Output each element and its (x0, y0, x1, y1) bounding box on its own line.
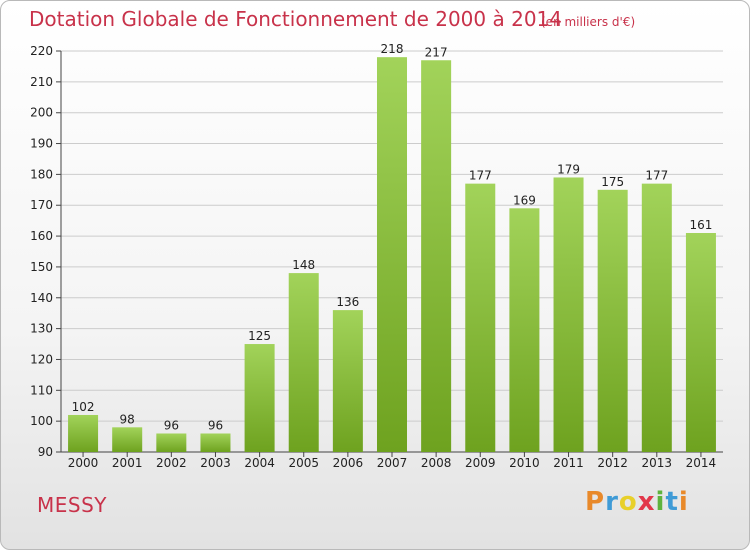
bar-2013 (641, 183, 672, 452)
x-tick-label: 2013 (642, 456, 673, 470)
bars (68, 57, 716, 453)
axes: 9010011012013014015016017018019020021022… (30, 44, 723, 470)
y-tick-label: 120 (30, 352, 53, 366)
y-tick-label: 170 (30, 198, 53, 212)
data-label-2005: 148 (292, 258, 315, 272)
logo-letter: i (655, 487, 666, 517)
logo-letter: x (637, 487, 656, 517)
x-tick-label: 2002 (156, 456, 187, 470)
y-tick-label: 150 (30, 260, 53, 274)
logo-letter: t (665, 487, 679, 517)
data-label-2011: 179 (557, 162, 580, 176)
y-tick-label: 100 (30, 414, 53, 428)
x-tick-label: 2007 (377, 456, 408, 470)
x-tick-label: 2008 (421, 456, 452, 470)
y-tick-label: 210 (30, 75, 53, 89)
x-tick-label: 2009 (465, 456, 496, 470)
bar-2014 (685, 232, 716, 452)
x-tick-label: 2010 (509, 456, 540, 470)
y-tick-label: 190 (30, 137, 53, 151)
bar-2011 (553, 177, 584, 452)
y-tick-label: 220 (30, 44, 53, 58)
x-tick-label: 2005 (288, 456, 319, 470)
data-label-2013: 177 (645, 169, 668, 183)
logo-letter: r (605, 487, 619, 517)
x-tick-label: 2011 (553, 456, 584, 470)
x-tick-label: 2000 (68, 456, 99, 470)
chart-subtitle: (en milliers d'€) (541, 15, 636, 29)
x-tick-label: 2014 (686, 456, 717, 470)
proxiti-logo: Proxiti (585, 487, 689, 517)
data-label-2010: 169 (513, 193, 536, 207)
y-tick-label: 200 (30, 106, 53, 120)
data-label-2006: 136 (336, 295, 359, 309)
y-tick-label: 140 (30, 291, 53, 305)
bar-2009 (465, 183, 496, 452)
y-tick-label: 90 (38, 445, 53, 459)
logo-letter: i (678, 487, 689, 517)
data-label-2000: 102 (72, 400, 95, 414)
data-label-2012: 175 (601, 175, 624, 189)
y-tick-label: 130 (30, 322, 53, 336)
data-label-2001: 98 (120, 412, 135, 426)
bar-2001 (112, 427, 143, 452)
logo-letter: P (585, 487, 606, 517)
data-label-2007: 218 (381, 42, 404, 56)
commune-name: MESSY (37, 493, 107, 517)
bar-2012 (597, 189, 628, 453)
x-tick-label: 2012 (597, 456, 628, 470)
bar-2010 (509, 208, 540, 452)
x-tick-label: 2006 (333, 456, 364, 470)
data-label-2008: 217 (425, 45, 448, 59)
data-label-2009: 177 (469, 169, 492, 183)
bar-2004 (244, 344, 275, 452)
bar-2000 (68, 414, 99, 452)
data-label-2014: 161 (689, 218, 712, 232)
bar-2006 (332, 310, 363, 452)
data-label-2002: 96 (164, 418, 179, 432)
bar-2007 (376, 57, 408, 453)
data-labels: 102 98 96 96 125 148 136 218 217 177 169 179 175 177 1… (72, 42, 713, 432)
logo-letter: o (618, 487, 638, 517)
x-tick-label: 2001 (112, 456, 143, 470)
data-label-2003: 96 (208, 418, 223, 432)
bar-2008 (421, 60, 452, 452)
y-tick-label: 160 (30, 229, 53, 243)
chart-title: Dotation Globale de Fonctionnement de 20… (29, 7, 562, 31)
x-tick-label: 2003 (200, 456, 231, 470)
data-label-2004: 125 (248, 329, 271, 343)
bar-2002 (156, 433, 187, 452)
x-tick-label: 2004 (244, 456, 275, 470)
bar-2005 (288, 273, 319, 452)
bar-2003 (200, 433, 231, 452)
y-tick-label: 110 (30, 383, 53, 397)
y-tick-label: 180 (30, 167, 53, 181)
